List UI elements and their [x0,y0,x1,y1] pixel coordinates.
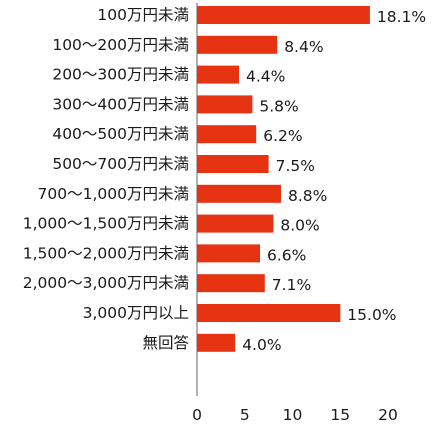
value-label: 4.4% [246,68,285,86]
bar [197,244,260,263]
value-label: 7.5% [276,157,315,175]
x-tick-label: 0 [192,406,202,424]
bars-layer [197,6,370,352]
bar [197,6,370,24]
bar [197,95,253,114]
value-label: 8.8% [288,187,327,205]
category-label: 500～700万円未満 [52,155,189,173]
bar [197,274,265,293]
category-label: 無回答 [142,334,189,352]
x-tick-label: 15 [330,406,350,424]
category-label: 3,000万円以上 [83,304,189,322]
category-label: 300～400万円未満 [52,95,189,113]
category-label: 100万円未満 [97,6,189,24]
x-tick-label: 10 [283,406,303,424]
value-label: 7.1% [272,276,311,294]
category-label: 1,500～2,000万円未満 [23,244,189,262]
value-label: 6.6% [267,246,306,264]
value-label: 8.4% [284,38,323,56]
bar [197,333,236,352]
value-label: 8.0% [280,217,319,235]
value-label: 15.0% [347,306,396,324]
value-label: 18.1% [377,8,426,26]
bar [197,125,257,144]
value-label: 5.8% [259,97,298,115]
x-axis-ticks: 0 5 10 15 20 [192,406,398,424]
bar [197,304,341,322]
bar [197,65,239,84]
bar [197,214,274,233]
category-label: 400～500万円未満 [52,125,189,143]
category-label: 700～1,000万円未満 [38,185,189,203]
category-label: 100～200万円未満 [52,36,189,54]
bar [197,35,278,54]
labels-layer: 100万円未満 18.1% 100～200万円未満 8.4% 200～300万円未満 4.… [23,6,426,354]
bar [197,184,281,203]
category-label: 200～300万円未満 [52,66,189,84]
value-label: 4.0% [242,336,281,354]
x-tick-label: 5 [240,406,250,424]
category-label: 2,000～3,000万円未満 [23,274,189,292]
value-label: 6.2% [263,127,302,145]
category-label: 1,000～1,500万円未満 [23,215,189,233]
bar [197,155,269,173]
x-tick-label: 20 [378,406,398,424]
